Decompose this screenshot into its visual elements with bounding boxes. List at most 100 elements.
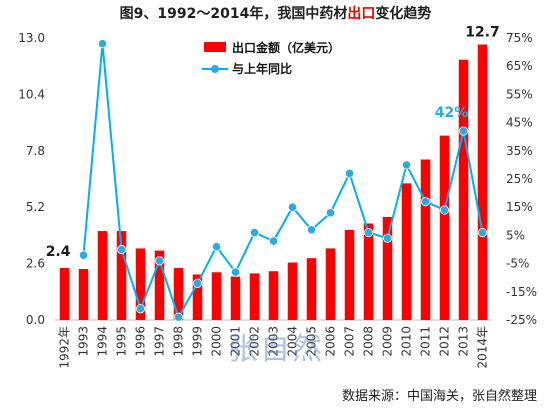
bar-1996 bbox=[135, 248, 146, 320]
point-1995 bbox=[116, 244, 127, 255]
chart-legend: 出口金额（亿美元） 与上年同比 bbox=[202, 40, 340, 76]
x-tick-label: 2000 bbox=[210, 326, 224, 357]
y-right-tick-label: 55% bbox=[506, 87, 533, 101]
x-tick-label: 1996 bbox=[134, 326, 148, 357]
bar-1993 bbox=[78, 269, 89, 320]
y-right-tick-label: 65% bbox=[506, 59, 533, 73]
data-callouts: 2.4 42% 12.7 bbox=[46, 25, 500, 260]
chart-title: 图9、1992～2014年，我国中药材出口变化趋势 bbox=[0, 3, 551, 23]
x-tick-label: 2002 bbox=[248, 326, 262, 357]
point-2002 bbox=[249, 227, 260, 238]
point-2005 bbox=[306, 225, 317, 235]
legend-bar-label: 出口金额（亿美元） bbox=[232, 40, 340, 55]
x-tick-label: 2007 bbox=[343, 326, 357, 357]
point-2010 bbox=[401, 160, 412, 170]
point-1996 bbox=[135, 304, 146, 314]
x-tick-label: 2011 bbox=[419, 326, 433, 357]
legend-bar-swatch bbox=[204, 42, 226, 52]
x-tick-label: 1997 bbox=[153, 326, 167, 357]
x-tick-label: 1995 bbox=[115, 326, 129, 357]
point-1997 bbox=[154, 256, 165, 266]
legend-marker-swatch bbox=[211, 65, 219, 73]
callout-2013: 42% bbox=[435, 105, 469, 121]
chart-title-highlight: 出口 bbox=[347, 6, 376, 22]
bar-2011 bbox=[420, 159, 431, 320]
y-right-tick-label: 35% bbox=[506, 144, 533, 158]
x-tick-label: 2014年 bbox=[476, 326, 490, 369]
bar-2007 bbox=[344, 229, 355, 320]
y-right-tick-label: -5% bbox=[506, 257, 529, 271]
x-tick-label: 2008 bbox=[362, 326, 376, 357]
bar-2010 bbox=[401, 183, 412, 320]
y-right-tick-label: 15% bbox=[506, 200, 533, 214]
bar-2013 bbox=[458, 59, 469, 320]
point-2014年 bbox=[477, 227, 488, 238]
x-tick-label: 2005 bbox=[305, 326, 319, 357]
point-2013 bbox=[458, 126, 469, 136]
point-2012 bbox=[439, 205, 450, 215]
bar-2014年 bbox=[477, 44, 488, 320]
legend-line-label: 与上年同比 bbox=[232, 61, 292, 76]
point-2004 bbox=[287, 202, 298, 212]
y-right-tick-label: -25% bbox=[506, 313, 537, 327]
x-tick-label: 2001 bbox=[229, 326, 243, 357]
x-tick-label: 1994 bbox=[96, 326, 110, 357]
bar-1995 bbox=[116, 231, 127, 320]
x-tick-label: 1993 bbox=[77, 326, 91, 357]
tick-labels: 0.0 2.6 5.2 7.8 10.4 13.0 -25% -15% -5% 5% 15% 25% 3… bbox=[18, 31, 537, 369]
x-tick-label: 2013 bbox=[457, 326, 471, 357]
x-tick-label: 1992年 bbox=[58, 326, 72, 369]
y-left-tick-label: 5.2 bbox=[26, 200, 45, 214]
point-2001 bbox=[230, 267, 241, 277]
callout-2014年: 12.7 bbox=[465, 25, 500, 41]
source-note: 数据来源：中国海关，张自然整理 bbox=[341, 389, 537, 404]
bar-2000 bbox=[211, 272, 222, 320]
bar-1997 bbox=[154, 250, 165, 320]
callout-1992年: 2.4 bbox=[46, 244, 71, 260]
bar-1994 bbox=[97, 231, 108, 320]
x-tick-label: 2012 bbox=[438, 326, 452, 357]
point-2006 bbox=[325, 208, 336, 218]
line-markers bbox=[78, 39, 488, 322]
bar-1998 bbox=[173, 267, 184, 320]
bar-2002 bbox=[249, 273, 260, 320]
bar-series bbox=[59, 44, 488, 320]
bar-2009 bbox=[382, 216, 393, 320]
bar-2004 bbox=[287, 262, 298, 320]
bar-2012 bbox=[439, 135, 450, 320]
x-tick-label: 2010 bbox=[400, 326, 414, 357]
y-left-tick-label: 7.8 bbox=[26, 144, 45, 158]
x-tick-label: 2006 bbox=[324, 326, 338, 357]
bar-2005 bbox=[306, 258, 317, 320]
point-1994 bbox=[97, 39, 108, 49]
chart-title-prefix: 图9、1992～2014年，我国中药材 bbox=[119, 6, 348, 22]
x-tick-label: 2004 bbox=[286, 326, 300, 357]
bar-2003 bbox=[268, 271, 279, 320]
chart-title-suffix: 变化趋势 bbox=[375, 6, 432, 22]
x-tick-label: 2003 bbox=[267, 326, 281, 357]
bar-2008 bbox=[363, 223, 374, 320]
bar-1992年 bbox=[59, 267, 70, 320]
point-1998 bbox=[173, 312, 184, 322]
y-left-tick-label: 2.6 bbox=[26, 257, 45, 271]
y-right-tick-label: 5% bbox=[506, 228, 525, 242]
bar-1999 bbox=[192, 274, 203, 320]
bar-2006 bbox=[325, 248, 336, 320]
watermark-text: 张自然 bbox=[228, 332, 324, 367]
x-tick-label: 2009 bbox=[381, 326, 395, 357]
point-1999 bbox=[192, 278, 203, 288]
point-1993 bbox=[78, 250, 89, 260]
x-tick-label: 1999 bbox=[191, 326, 205, 357]
y-left-tick-label: 0.0 bbox=[26, 313, 45, 327]
point-2008 bbox=[363, 227, 374, 238]
point-2007 bbox=[344, 168, 355, 178]
line-series bbox=[82, 43, 484, 320]
y-right-tick-label: 45% bbox=[506, 116, 533, 130]
point-2000 bbox=[211, 242, 222, 252]
y-right-tick-label: 25% bbox=[506, 172, 533, 186]
point-2009 bbox=[382, 233, 393, 243]
yoy-line bbox=[82, 43, 484, 320]
point-2011 bbox=[420, 196, 431, 207]
y-left-tick-label: 13.0 bbox=[18, 31, 45, 45]
